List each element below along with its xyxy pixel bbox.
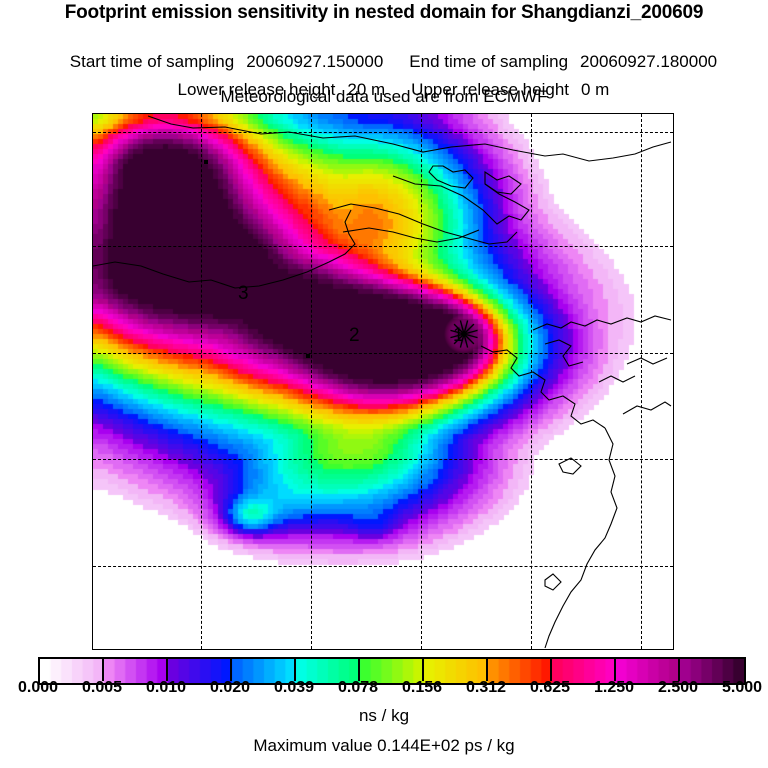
end-time-value: 20060927.180000 xyxy=(580,52,718,71)
colorbar-tick-label: 0.156 xyxy=(401,679,443,696)
gridline-vertical xyxy=(311,114,312,649)
lower-release-label: Lower release height xyxy=(177,80,336,99)
gridline-horizontal xyxy=(93,246,673,247)
end-time-label: End time of sampling xyxy=(409,52,569,71)
gridline-vertical xyxy=(201,114,202,649)
gridline-horizontal xyxy=(93,566,673,567)
start-time-value: 20060927.150000 xyxy=(246,52,384,71)
gridline-vertical xyxy=(641,114,642,649)
colorbar-tick-label: 5.000 xyxy=(721,679,763,696)
trajectory-time-label: 3 xyxy=(238,283,249,304)
upper-release-label: Upper release height xyxy=(411,80,569,99)
colorbar-tick-label: 0.000 xyxy=(17,679,59,696)
colorbar-tick-label: 0.625 xyxy=(529,679,571,696)
coastline-overlay xyxy=(93,115,672,649)
footprint-field xyxy=(93,114,673,649)
colorbar-unit-label: ns / kg xyxy=(358,706,410,725)
colorbar-band-separator xyxy=(166,657,168,681)
colorbar-tick-label: 0.039 xyxy=(273,679,315,696)
gridline-horizontal xyxy=(93,459,673,460)
colorbar-band-separator xyxy=(358,657,360,681)
gridline-horizontal xyxy=(93,132,673,133)
colorbar xyxy=(38,657,746,685)
trajectory-point-marker xyxy=(204,160,208,164)
map-plot-area: 1 2 3 xyxy=(92,113,674,650)
release-height-row: Lower release height 20 m Upper release he… xyxy=(0,60,768,120)
gridline-horizontal xyxy=(93,353,673,354)
colorbar-tick-label: 0.010 xyxy=(145,679,187,696)
lower-release-value: 20 m xyxy=(347,80,386,99)
colorbar-tick-label: 2.500 xyxy=(657,679,699,696)
colorbar-band-separator xyxy=(422,657,424,681)
trajectory-time-label: 1 xyxy=(453,325,464,346)
colorbar-band-separator xyxy=(550,657,552,681)
start-time-label: Start time of sampling xyxy=(69,52,235,71)
colorbar-tick-label: 0.020 xyxy=(209,679,251,696)
gridline-vertical xyxy=(531,114,532,649)
met-source-label: Meteorological data used are from ECMWF xyxy=(220,87,548,106)
colorbar-tick-label: 0.078 xyxy=(337,679,379,696)
colorbar-band-separator xyxy=(678,657,680,681)
colorbar-gradient xyxy=(38,657,746,685)
colorbar-tick-label: 0.312 xyxy=(465,679,507,696)
upper-release-value: 0 m xyxy=(581,80,610,99)
page-title: Footprint emission sensitivity in nested… xyxy=(64,2,704,23)
colorbar-band-separator xyxy=(230,657,232,681)
colorbar-tick-label: 0.005 xyxy=(81,679,123,696)
sampling-time-row: Start time of sampling 20060927.150000 End… xyxy=(0,32,768,92)
maximum-value-label: Maximum value 0.144E+02 ps / kg xyxy=(253,736,515,755)
gridline-vertical xyxy=(421,114,422,649)
colorbar-band-separator xyxy=(294,657,296,681)
colorbar-band-separator xyxy=(486,657,488,681)
trajectory-point-marker xyxy=(306,354,310,358)
colorbar-band-separator xyxy=(614,657,616,681)
colorbar-tick-label: 1.250 xyxy=(593,679,635,696)
colorbar-band-separator xyxy=(102,657,104,681)
trajectory-time-label: 2 xyxy=(349,325,360,346)
colorbar-tick-labels: 0.000 0.005 0.010 0.020 0.039 0.078 0.156 0.312… xyxy=(0,679,768,699)
